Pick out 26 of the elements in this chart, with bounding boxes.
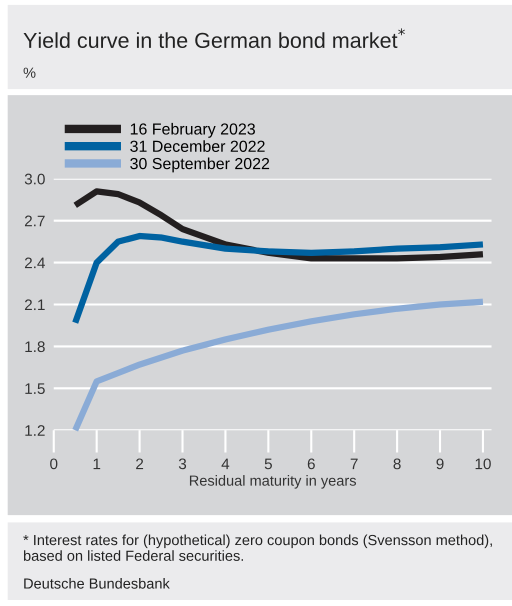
legend-label: 30 September 2022 xyxy=(130,157,270,172)
text: * Interest rates for (hypothetical) zero coupon bonds (Svensson method), based on listed Federal securities. xyxy=(23,534,492,561)
x-tick-label: 5 xyxy=(264,458,272,470)
x-tick-label: 0 xyxy=(50,458,58,470)
x-axis-title: Residual maturity in years xyxy=(190,475,356,489)
chart-subtitle: % xyxy=(24,68,36,78)
y-tick-label: 2.4 xyxy=(24,257,45,268)
y-tick-label: 2.1 xyxy=(24,299,45,310)
x-tick-label: 1 xyxy=(94,458,100,470)
legend-label: 16 February 2023 xyxy=(130,122,255,138)
y-tick-label: 1.8 xyxy=(25,341,45,352)
x-tick-label: 4 xyxy=(222,458,230,470)
x-tick-label: 7 xyxy=(350,458,358,470)
x-tick-label: 3 xyxy=(178,458,186,470)
legend-label: 31 December 2022 xyxy=(130,140,265,152)
y-tick-label: 3.0 xyxy=(24,174,45,184)
y-tick-label: 2.7 xyxy=(24,216,45,226)
x-tick-label: 8 xyxy=(394,458,401,470)
x-tick-label: 10 xyxy=(476,458,491,470)
x-tick-label: 6 xyxy=(308,458,315,470)
text: Deutsche Bundesbank xyxy=(24,578,170,589)
y-tick-label: 1.5 xyxy=(25,383,45,394)
y-tick-label: 1.2 xyxy=(25,425,45,436)
x-tick-label: 9 xyxy=(436,458,444,470)
x-tick-label: 2 xyxy=(136,458,144,470)
chart-title: Yield curve in the German bond market$^{*}$ xyxy=(24,28,405,48)
